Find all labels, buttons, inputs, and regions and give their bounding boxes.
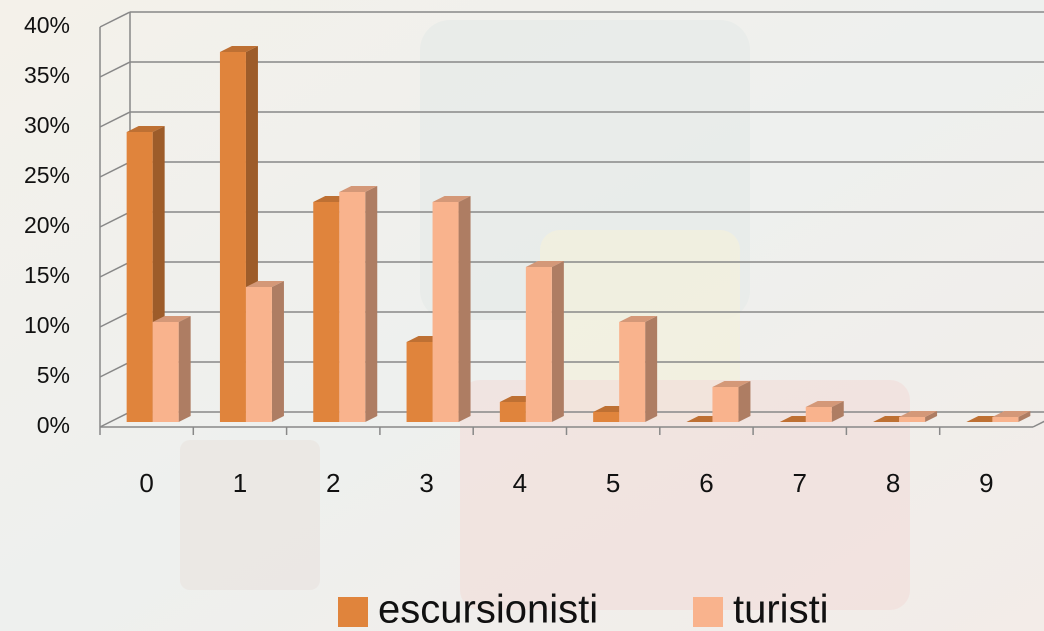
bar — [246, 281, 284, 422]
legend-label: turisti — [733, 588, 829, 631]
x-tick-label: 3 — [419, 468, 433, 498]
bar-front — [220, 52, 246, 422]
bar-side — [272, 281, 284, 422]
bar-front — [992, 417, 1018, 422]
x-tick-label: 8 — [886, 468, 900, 498]
bar-front — [619, 322, 645, 422]
bar-front — [127, 132, 153, 422]
x-tick-label: 5 — [606, 468, 620, 498]
bar-front — [313, 202, 339, 422]
x-tick-label: 2 — [326, 468, 340, 498]
y-tick-label: 0% — [37, 412, 70, 438]
bar-front — [526, 267, 552, 422]
x-tick-label: 1 — [233, 468, 247, 498]
page: {"chart_data": {"type": "bar3d", "catego… — [0, 0, 1044, 631]
bar-side — [365, 186, 377, 422]
bar — [339, 186, 377, 422]
legend-label: escursionisti — [378, 588, 598, 631]
bar-front — [806, 407, 832, 422]
bar-front — [500, 402, 526, 422]
y-tick-label: 5% — [37, 362, 70, 388]
bar-front — [246, 287, 272, 422]
y-tick-label: 10% — [24, 312, 70, 338]
bar-front — [899, 417, 925, 422]
y-tick-label: 25% — [24, 162, 70, 188]
y-tick-label: 35% — [24, 62, 70, 88]
bar — [153, 316, 191, 422]
y-tick-label: 30% — [24, 112, 70, 138]
bar-side — [738, 381, 750, 422]
legend-swatch — [693, 597, 723, 627]
x-tick-label: 4 — [513, 468, 527, 498]
chart: 0% 5% 10% 15% 20% 25% 30% 35% 40% 0 1 2 3 4 5 6 7 8 9 escur… — [0, 0, 1044, 631]
y-tick-label: 40% — [24, 12, 70, 38]
x-tick-label: 9 — [979, 468, 993, 498]
bar-side — [179, 316, 191, 422]
bar-side — [459, 196, 471, 422]
x-tick-label: 7 — [793, 468, 807, 498]
bar-side — [552, 261, 564, 422]
bar-front — [712, 387, 738, 422]
bar-front — [153, 322, 179, 422]
background-shape — [180, 440, 320, 590]
bar — [526, 261, 564, 422]
bar-front — [593, 412, 619, 422]
bar — [619, 316, 657, 422]
bar — [806, 401, 844, 422]
y-tick-label: 20% — [24, 212, 70, 238]
x-tick-label: 6 — [699, 468, 713, 498]
bar-front — [433, 202, 459, 422]
bar-side — [645, 316, 657, 422]
x-tick-label: 0 — [139, 468, 153, 498]
bar — [712, 381, 750, 422]
legend-swatch — [338, 597, 368, 627]
y-tick-label: 15% — [24, 262, 70, 288]
bar-front — [339, 192, 365, 422]
bar-front — [407, 342, 433, 422]
bar — [433, 196, 471, 422]
